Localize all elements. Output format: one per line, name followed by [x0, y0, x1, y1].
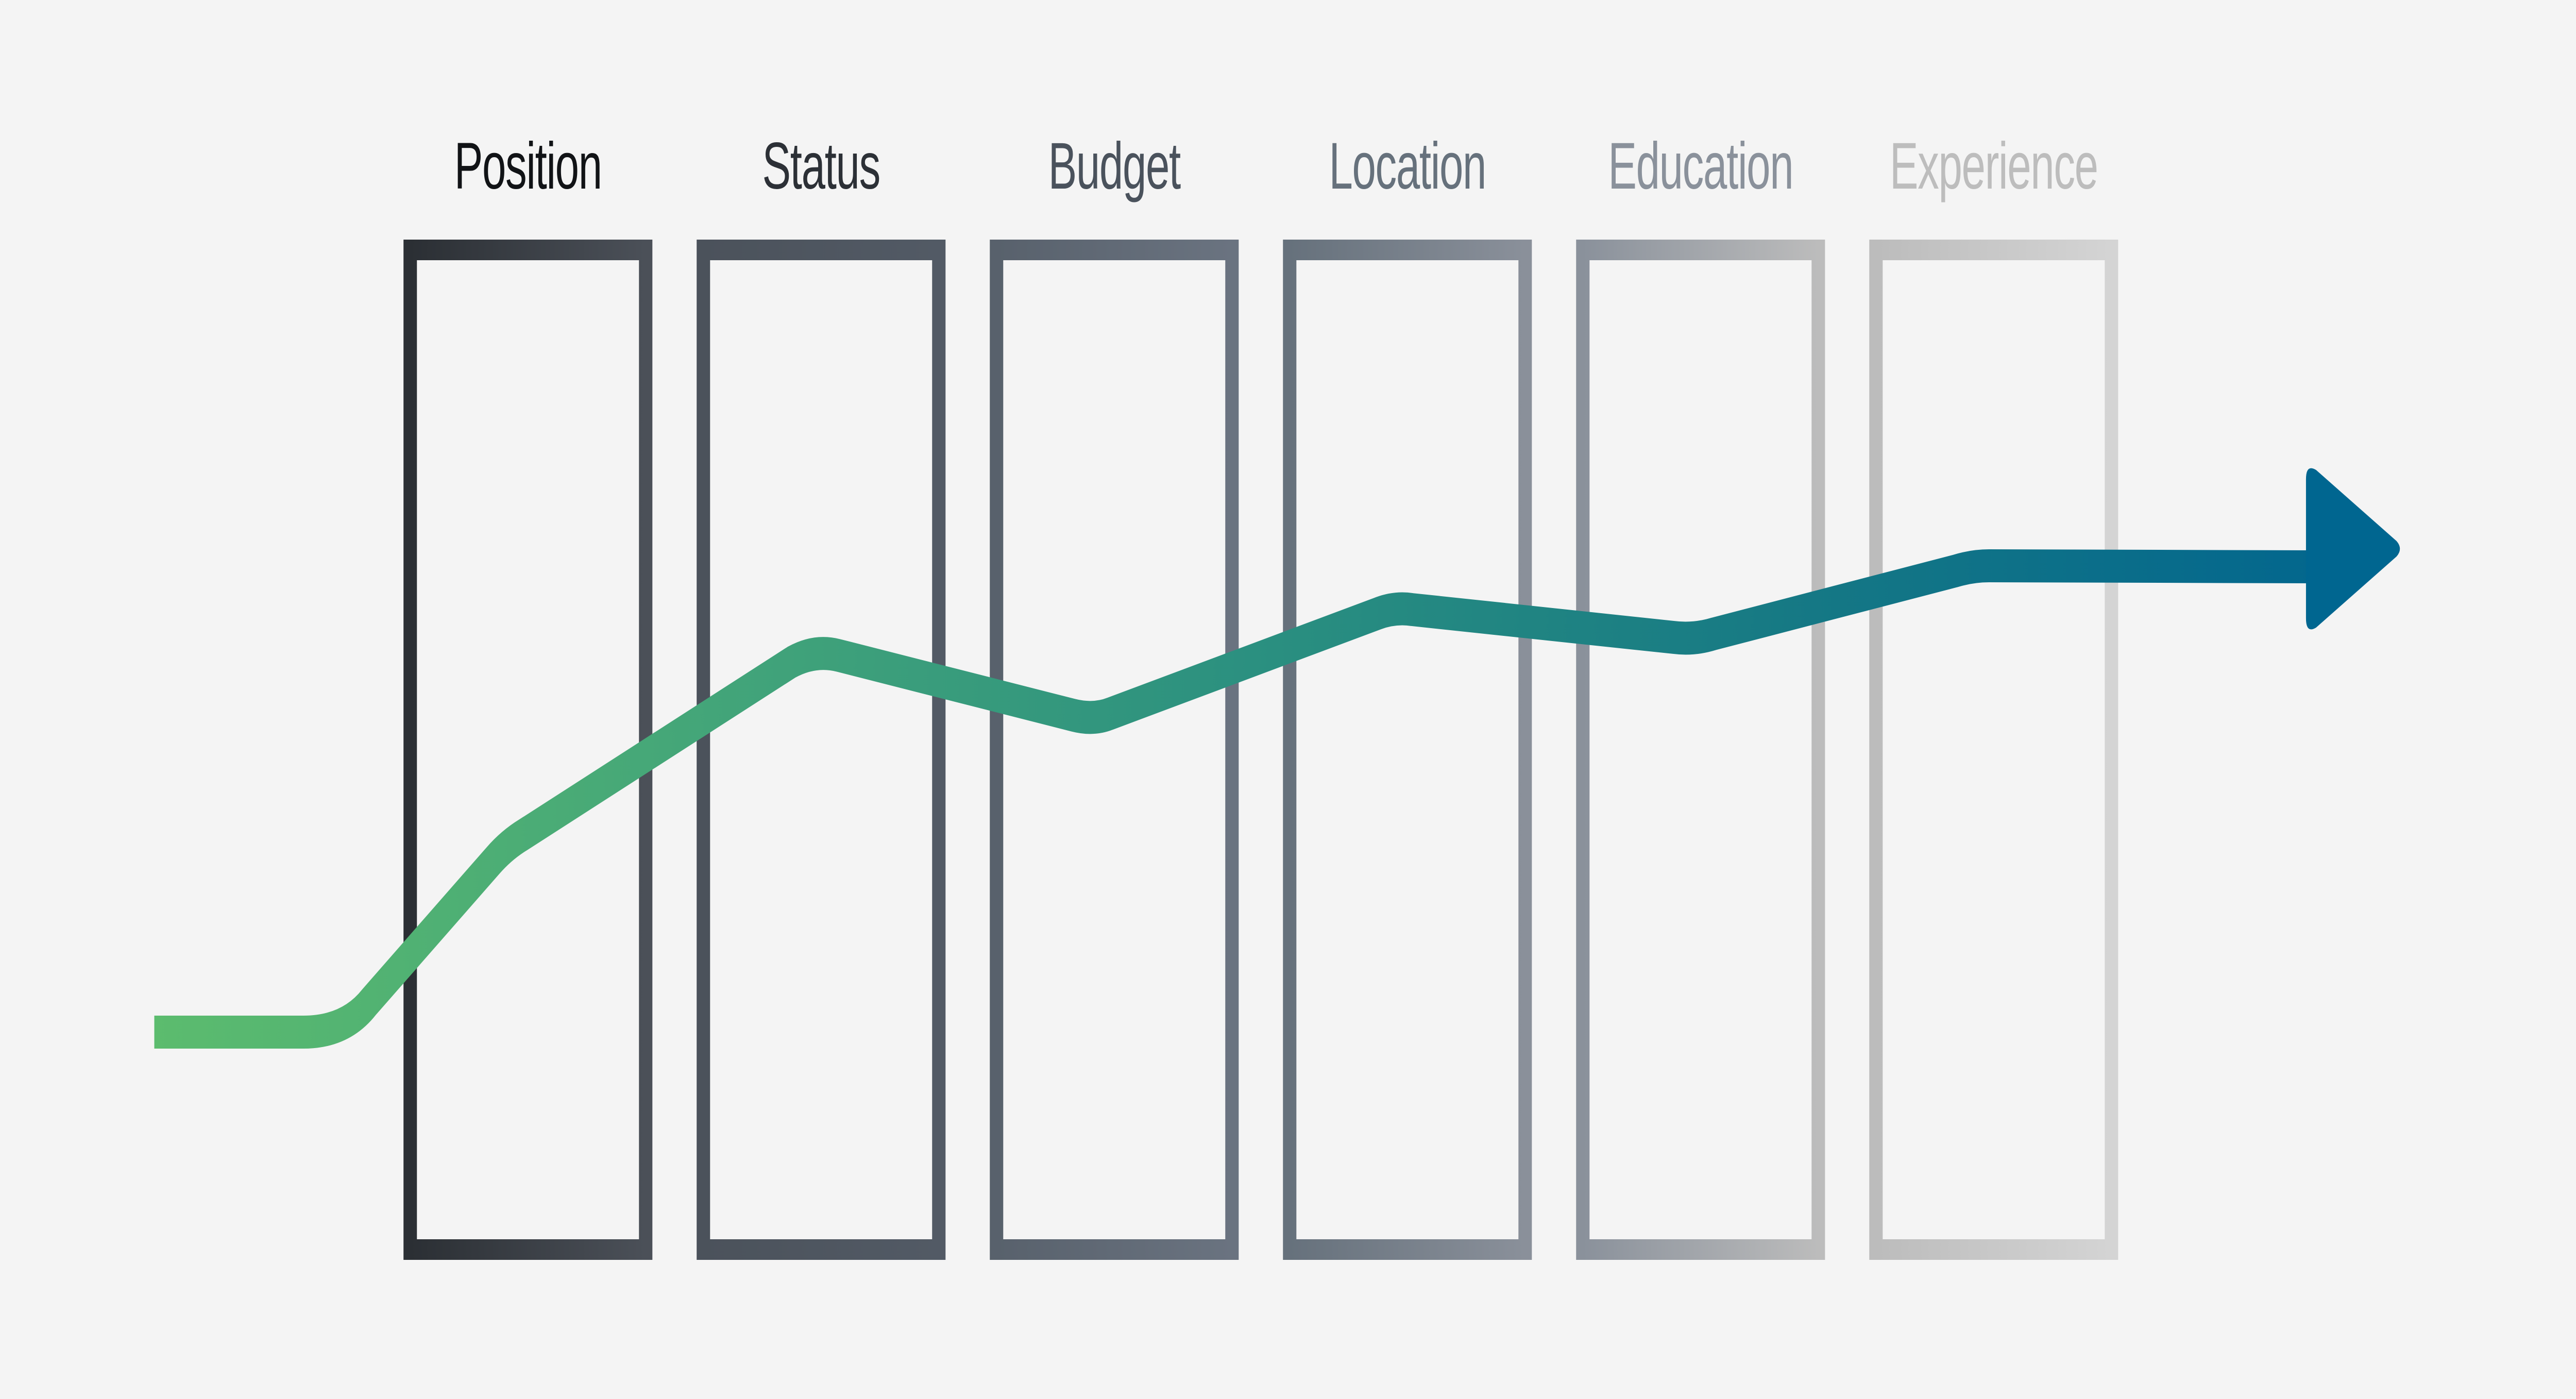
stage-box-budget	[990, 240, 1239, 1260]
stage-label-location: Location	[1329, 129, 1486, 203]
arrow-right-icon	[2306, 468, 2400, 630]
stage-box-experience	[1869, 240, 2119, 1260]
stage-label-status: Status	[762, 129, 880, 203]
stage-label-experience: Experience	[1890, 129, 2098, 203]
stage-label-education: Education	[1608, 129, 1793, 203]
stage-box-status	[697, 240, 946, 1260]
stage-label-position: Position	[454, 129, 602, 203]
stage-label-budget: Budget	[1048, 129, 1181, 203]
stage-box-education	[1576, 240, 1825, 1260]
stage-box-location	[1283, 240, 1532, 1260]
progress-line	[154, 549, 2315, 1049]
stage-box-position	[403, 240, 653, 1260]
